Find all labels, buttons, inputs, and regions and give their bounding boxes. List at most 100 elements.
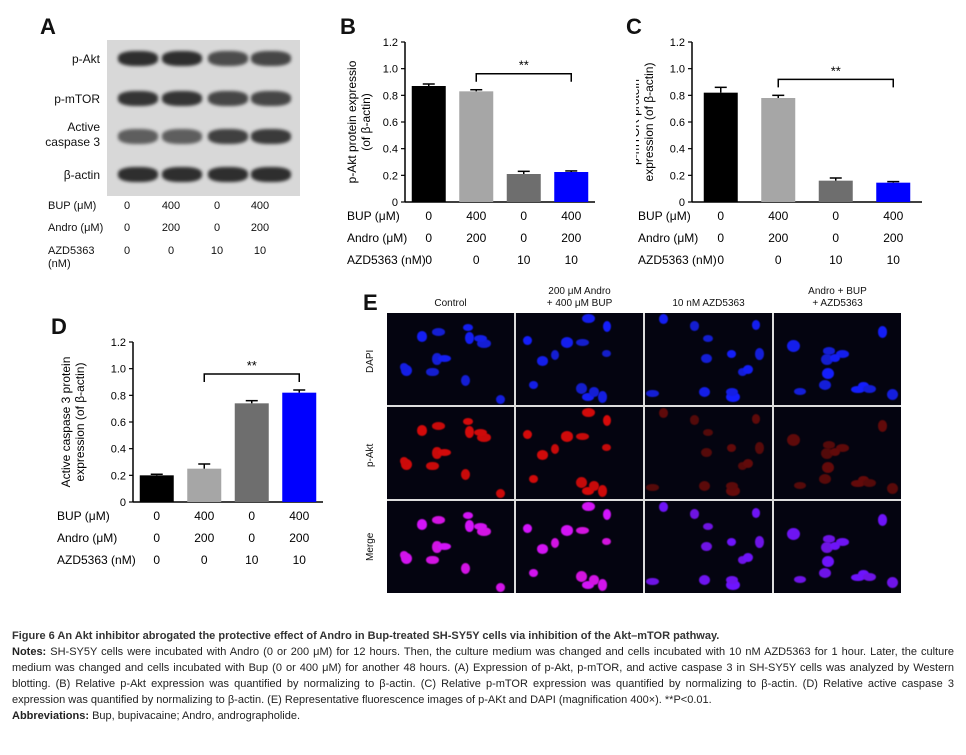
cell-nucleus (550, 349, 560, 361)
treatment-value: 200 (289, 531, 309, 545)
cell-nucleus (821, 461, 835, 473)
y-tick-label: 0.4 (383, 144, 398, 156)
treatment-value: 10 (887, 253, 901, 267)
fluorescence-image (516, 407, 643, 499)
bar (411, 86, 446, 202)
treatment-label: Andro (μM) (638, 231, 698, 245)
cell-nucleus (473, 334, 487, 342)
cell-nucleus (432, 328, 446, 336)
cell-nucleus (829, 542, 841, 551)
cell-nucleus (822, 346, 836, 355)
caption-notes: Notes: SH-SY5Y cells were incubated with… (12, 644, 954, 708)
cell-nucleus (886, 576, 899, 588)
cell-nucleus (701, 353, 713, 364)
cell-nucleus (575, 570, 588, 582)
cell-nucleus (461, 375, 470, 387)
treatment-value: 0 (425, 231, 432, 245)
cell-nucleus (659, 314, 669, 324)
treatment-value: 0 (153, 553, 160, 567)
y-axis-label: expression (of β-actin) (642, 63, 656, 182)
cell-nucleus (582, 581, 594, 590)
treatment-value: 10 (253, 245, 267, 257)
blot-row-label: β-actin (63, 168, 100, 182)
y-tick-label: 1.2 (670, 37, 685, 49)
cell-nucleus (877, 326, 888, 338)
cell-nucleus (829, 354, 841, 363)
cell-nucleus (751, 508, 761, 519)
treatment-label: AZD5363 (nM) (638, 253, 717, 267)
cell-nucleus (862, 384, 876, 393)
treatment-value: 400 (561, 209, 581, 223)
blot-band (118, 167, 158, 182)
blot-band (251, 91, 291, 106)
cell-nucleus (473, 428, 487, 436)
cell-nucleus (582, 487, 594, 496)
cell-nucleus (601, 538, 611, 546)
treatment-value: 10 (245, 553, 259, 567)
fluorescence-image (645, 407, 772, 499)
significance-label: ** (247, 358, 257, 373)
bar (139, 475, 174, 502)
caption-title: Figure 6 An Akt inhibitor abrogated the … (12, 630, 720, 642)
treatment-value: 10 (565, 253, 579, 267)
y-tick-label: 0.2 (111, 470, 126, 482)
blot-row-label: Active caspase 3 (45, 120, 100, 149)
treatment-label: Andro (μM) (57, 531, 117, 545)
treatment-value: 400 (194, 509, 214, 523)
treatment-value: 0 (153, 509, 160, 523)
treatment-value: 0 (123, 200, 131, 212)
image-row-label: p-Akt (365, 443, 376, 467)
treatment-label: Andro (μM) (347, 231, 407, 245)
cell-nucleus (432, 447, 442, 459)
cell-nucleus (523, 336, 533, 346)
treatment-label: BUP (μM) (638, 209, 691, 223)
cell-nucleus (659, 408, 669, 418)
blot-row (107, 118, 300, 158)
blot-band (208, 129, 248, 144)
cell-nucleus (601, 444, 611, 452)
y-tick-label: 0.2 (670, 170, 685, 182)
blot-band (251, 51, 291, 66)
y-tick-label: 0.6 (383, 117, 398, 129)
cell-nucleus (701, 541, 713, 552)
panel-b-letter: B (340, 14, 356, 39)
cell-nucleus (601, 350, 611, 358)
fluorescence-image (387, 407, 514, 499)
cell-nucleus (836, 350, 850, 358)
treatment-value: 0 (520, 209, 527, 223)
cell-nucleus (886, 388, 899, 400)
image-column-header: Control (434, 298, 467, 309)
treatment-value: 10 (293, 553, 307, 567)
blot-row-label: p-mTOR (54, 92, 100, 106)
cell-nucleus (589, 575, 599, 585)
bar (234, 403, 269, 502)
blot-band (162, 91, 202, 106)
cell-nucleus (726, 444, 737, 453)
y-tick-label: 0 (679, 197, 685, 209)
treatment-value: 0 (717, 209, 724, 223)
significance-label: ** (831, 63, 841, 78)
cell-nucleus (862, 572, 876, 581)
abbr-text: Bup, bupivacaine; Andro, andrographolide… (89, 710, 301, 722)
cell-nucleus (561, 431, 574, 442)
treatment-value: 0 (213, 222, 221, 234)
image-column-header: 10 nM AZD5363 (672, 298, 745, 309)
treatment-value: 0 (717, 253, 724, 267)
fluorescence-image (774, 313, 901, 405)
cell-nucleus (417, 425, 428, 436)
cell-nucleus (877, 514, 888, 526)
cell-nucleus (836, 538, 850, 546)
fluorescence-image (774, 407, 901, 499)
cell-nucleus (495, 488, 505, 498)
cell-nucleus (576, 432, 590, 440)
y-tick-label: 1.0 (670, 64, 685, 76)
cell-nucleus (820, 447, 833, 459)
cell-nucleus (755, 536, 764, 548)
chart-p-mtor: 0 0.2 0.4 0.6 0.8 1.0 1.2 p-mTOR protein express… (636, 37, 922, 267)
cell-nucleus (462, 323, 474, 332)
treatment-value: 0 (201, 553, 208, 567)
cell-nucleus (417, 519, 428, 530)
y-tick-label: 1.0 (111, 364, 126, 376)
y-tick-label: 0.8 (383, 90, 398, 102)
chart-active-caspase-3: 0 0.2 0.4 0.6 0.8 1.0 1.2 Active caspase 3 prot… (57, 337, 323, 567)
